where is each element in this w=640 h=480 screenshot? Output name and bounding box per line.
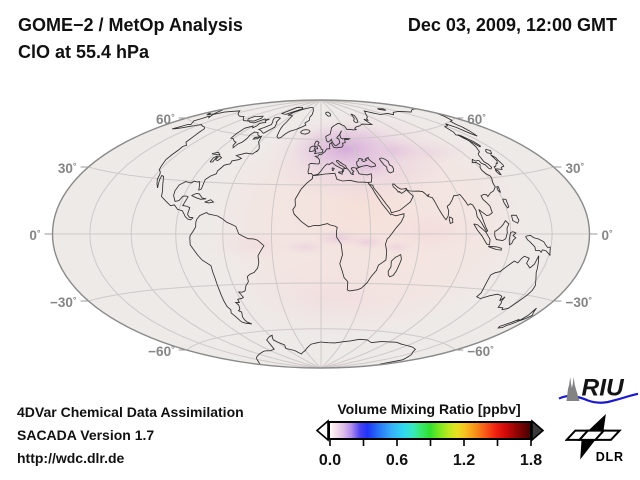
svg-text:−30°: −30° [50, 295, 77, 310]
svg-text:−60°: −60° [467, 344, 494, 359]
svg-text:60°: 60° [467, 112, 486, 127]
svg-text:0°: 0° [602, 228, 614, 243]
svg-text:30°: 30° [58, 161, 77, 176]
svg-text:DLR: DLR [596, 450, 624, 464]
svg-text:0°: 0° [29, 228, 41, 243]
svg-text:−60°: −60° [148, 344, 175, 359]
svg-text:−30°: −30° [566, 295, 593, 310]
svg-text:RIU: RIU [582, 375, 626, 402]
svg-text:30°: 30° [566, 161, 585, 176]
svg-text:60°: 60° [156, 112, 175, 127]
